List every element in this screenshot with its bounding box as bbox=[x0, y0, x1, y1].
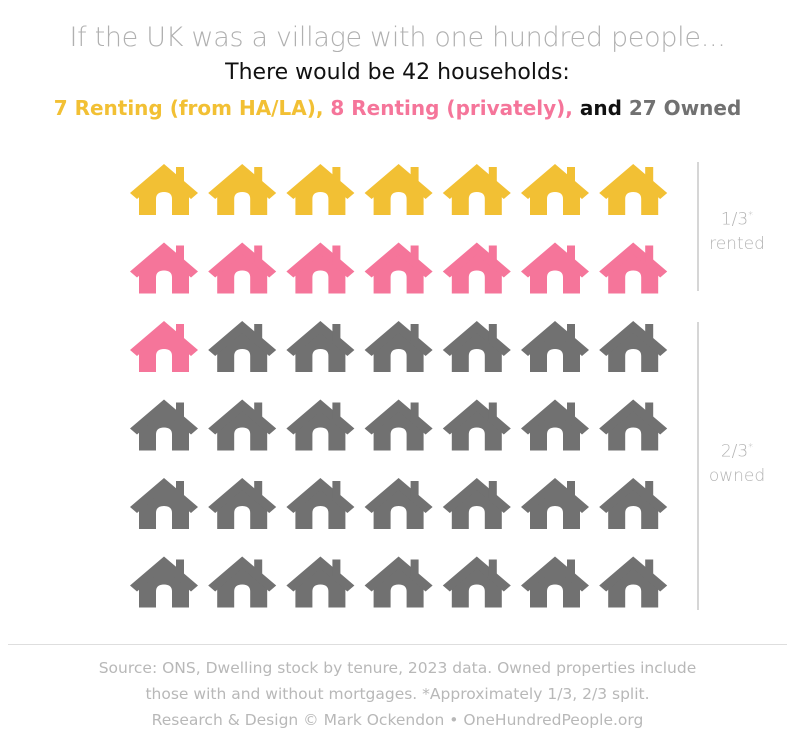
subtitle: There would be 42 households: bbox=[225, 60, 570, 85]
house-icon-owned bbox=[599, 556, 668, 608]
rented-fraction: 1/3 bbox=[720, 209, 749, 230]
legend-ha-rented: 7 Renting (from HA/LA), bbox=[53, 96, 324, 120]
house-icon-owned bbox=[364, 556, 433, 608]
house-icon-owned bbox=[208, 399, 277, 451]
house-icon-owned bbox=[521, 399, 589, 451]
rented-bracket-label: 1/3* rented bbox=[700, 204, 774, 256]
house-icon-ha-rented bbox=[442, 164, 511, 215]
house-icon-owned bbox=[286, 321, 355, 372]
rented-bracket-line bbox=[697, 162, 699, 291]
house-icon-ha-rented bbox=[130, 164, 198, 215]
footer-divider bbox=[8, 644, 787, 645]
house-icon-owned bbox=[130, 399, 198, 451]
house-icon-private-rented bbox=[599, 242, 668, 294]
legend-line: 7 Renting (from HA/LA), 8 Renting (priva… bbox=[0, 96, 795, 120]
house-icon-owned bbox=[442, 321, 511, 372]
source-line-1: Source: ONS, Dwelling stock by tenure, 2… bbox=[98, 659, 697, 677]
house-icon-owned bbox=[208, 478, 277, 529]
legend-and: and bbox=[579, 96, 622, 120]
owned-word: owned bbox=[708, 465, 766, 486]
house-icon-private-rented bbox=[208, 242, 277, 294]
household-pictogram bbox=[130, 164, 668, 608]
rented-word: rented bbox=[709, 233, 765, 254]
house-icon-private-rented bbox=[442, 242, 511, 294]
house-icon-owned bbox=[599, 478, 668, 529]
house-icon-owned bbox=[130, 556, 198, 608]
house-icon-private-rented bbox=[130, 321, 198, 372]
house-icon-ha-rented bbox=[208, 164, 277, 215]
source-line-2: those with and without mortgages. *Appro… bbox=[145, 685, 650, 703]
house-icon-private-rented bbox=[286, 242, 355, 294]
house-icon-ha-rented bbox=[599, 164, 668, 215]
owned-asterisk: * bbox=[748, 442, 754, 453]
house-icon-owned bbox=[364, 478, 433, 529]
house-icon-owned bbox=[521, 478, 589, 529]
house-icon-ha-rented bbox=[364, 164, 433, 215]
house-icon-owned bbox=[286, 556, 355, 608]
owned-bracket-label: 2/3* owned bbox=[700, 436, 774, 488]
house-icon-owned bbox=[599, 321, 668, 372]
house-icon-owned bbox=[521, 321, 589, 372]
house-icon-owned bbox=[364, 321, 433, 372]
house-icon-owned bbox=[442, 478, 511, 529]
house-icon-owned bbox=[364, 399, 433, 451]
credit-line: Research & Design © Mark Ockendon • OneH… bbox=[151, 711, 644, 729]
house-icon-owned bbox=[521, 556, 589, 608]
house-icon-owned bbox=[208, 321, 277, 372]
house-icon-owned bbox=[599, 399, 668, 451]
legend-private-rented: 8 Renting (privately), bbox=[330, 96, 573, 120]
source-note: Source: ONS, Dwelling stock by tenure, 2… bbox=[0, 655, 795, 733]
house-icon-private-rented bbox=[521, 242, 589, 294]
house-icon-owned bbox=[130, 478, 198, 529]
owned-bracket-line bbox=[697, 322, 699, 610]
legend-owned: 27 Owned bbox=[628, 96, 742, 120]
house-icon-private-rented bbox=[364, 242, 433, 294]
house-icon-owned bbox=[286, 478, 355, 529]
owned-fraction: 2/3 bbox=[720, 441, 749, 462]
house-icon-private-rented bbox=[130, 242, 198, 294]
house-icon-owned bbox=[442, 399, 511, 451]
house-icon-owned bbox=[286, 399, 355, 451]
house-icon-owned bbox=[208, 556, 277, 608]
page-title: If the UK was a village with one hundred… bbox=[69, 22, 726, 53]
house-icon-ha-rented bbox=[286, 164, 355, 215]
rented-asterisk: * bbox=[748, 210, 754, 221]
house-icon-ha-rented bbox=[521, 164, 589, 215]
house-icon-owned bbox=[442, 556, 511, 608]
